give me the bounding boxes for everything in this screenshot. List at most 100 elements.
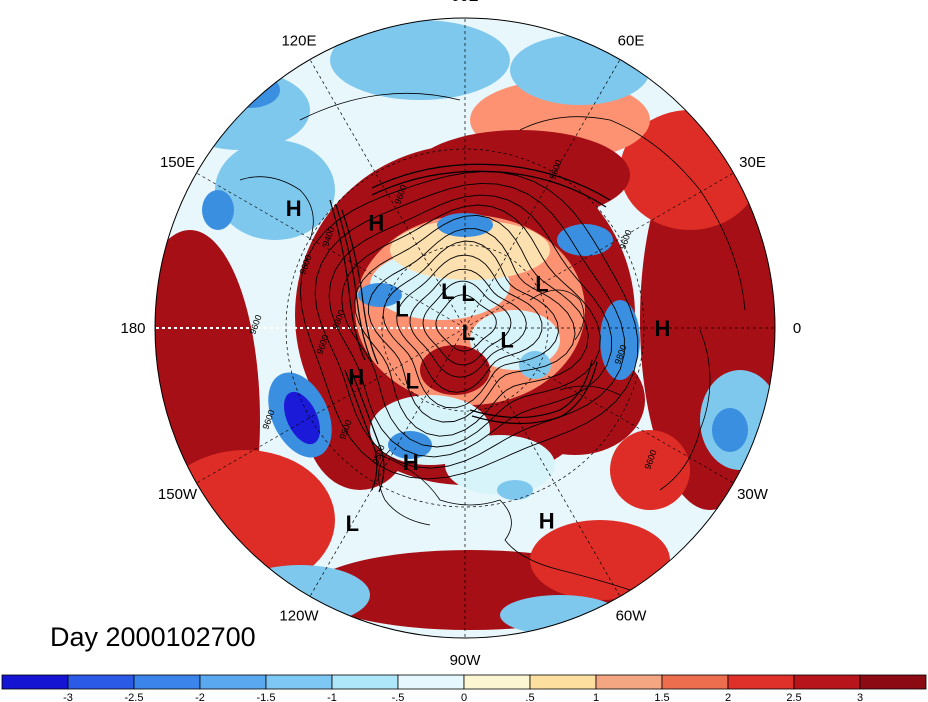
colorbar-tick-label: 1.5 [654, 692, 669, 702]
colorbar-swatch [595, 674, 663, 690]
anomaly-patch [500, 595, 620, 635]
latitude-circle [381, 244, 549, 412]
low-pressure-marker: L [346, 511, 359, 536]
colorbar-swatch [1, 674, 69, 690]
height-contour [382, 240, 559, 409]
colorbar-swatch [67, 674, 135, 690]
colorbar-tick-label: .5 [525, 692, 534, 702]
longitude-label: 150W [158, 486, 198, 503]
colorbar-tick-labels: -3 -2.5 -2 -1.5 -1 -.5 0 .5 1 1.5 2 2.5 3 [63, 692, 863, 702]
coastline-segment [379, 454, 631, 591]
jet-contour [469, 359, 593, 419]
meridian-line [309, 59, 466, 329]
high-pressure-marker: H [403, 450, 419, 475]
coastline-segment [299, 92, 461, 121]
date-label: Day 2000102700 [50, 622, 256, 652]
low-pressure-marker: L [461, 281, 474, 306]
high-pressure-marker: H [539, 509, 555, 534]
meridian-line [464, 327, 621, 597]
high-pressure-marker: H [348, 364, 364, 389]
anomaly-patch [215, 140, 335, 240]
coastline-segment [659, 329, 711, 491]
colorbar-tick-label: -2 [195, 692, 205, 702]
map-disc-outline [154, 17, 776, 639]
meridian-line [464, 59, 621, 329]
high-pressure-marker: H [286, 196, 302, 221]
anomaly-patch [610, 430, 690, 510]
anomaly-patch [445, 435, 555, 495]
longitude-label: 60E [618, 33, 645, 50]
jet-contour [371, 170, 607, 208]
colorbar-tick-label: -2.5 [125, 692, 144, 702]
anomaly-patch [420, 345, 490, 395]
longitude-labels: 90E 60E 30E 0 30W 60W 90W 120W 150W 180 150E 120E [120, 0, 801, 669]
colorbar-swatch [727, 674, 795, 690]
jet-contour [329, 199, 366, 361]
longitude-label: 120E [281, 33, 316, 50]
colorbar-swatch [661, 674, 729, 690]
anomaly-patch [600, 300, 640, 380]
anomaly-patch [330, 20, 510, 100]
anomaly-patch [358, 283, 402, 307]
meridian-line [196, 172, 466, 329]
colorbar-swatch [859, 674, 927, 690]
longitude-label: 0 [793, 320, 801, 337]
anomaly-patch [202, 190, 234, 230]
colorbar-swatch [331, 674, 399, 690]
anomaly-patch [283, 391, 321, 445]
high-pressure-marker: H [655, 316, 671, 341]
longitude-label: 30W [737, 486, 769, 503]
colorbar-tick-label: -.5 [392, 692, 405, 702]
jet-contour [344, 369, 378, 491]
height-contour [328, 194, 613, 458]
anomaly-patch [519, 351, 551, 379]
anomaly-patch [530, 520, 670, 600]
height-contour [422, 280, 512, 366]
high-pressure-marker: H [368, 210, 384, 235]
coastline-segment [519, 116, 746, 311]
jet-contour [371, 163, 611, 201]
colorbar-tick-label: 2 [725, 692, 731, 702]
height-contour [435, 294, 497, 352]
anomaly-patch [170, 70, 310, 150]
low-pressure-marker: L [462, 320, 475, 345]
anomaly-patch [712, 408, 748, 452]
low-pressure-marker: L [500, 327, 513, 352]
meridian-line [309, 327, 466, 597]
jet-contour [471, 361, 598, 425]
longitude-label: 30E [739, 154, 766, 171]
longitude-label: 150E [160, 154, 195, 171]
low-pressure-marker: L [406, 369, 419, 394]
meridian-line [464, 327, 734, 484]
meridian-line [196, 327, 466, 484]
longitude-label: 90W [450, 652, 482, 669]
anomaly-patch [388, 431, 432, 459]
height-contour [314, 182, 625, 469]
colorbar-tick-label: 0 [461, 692, 467, 702]
anomaly-patch [497, 480, 533, 500]
colorbar-swatch [133, 674, 201, 690]
height-contour [341, 204, 601, 448]
colorbar-tick-label: 3 [857, 692, 863, 702]
longitude-label: 180 [120, 320, 145, 337]
colorbar-swatch [793, 674, 861, 690]
colorbar-tick-label: 1 [593, 692, 599, 702]
anomaly-patch [390, 220, 550, 280]
colorbar-swatch [199, 674, 267, 690]
colorbar-tick-label: -1 [327, 692, 337, 702]
low-pressure-marker: L [441, 279, 454, 304]
height-contour [299, 171, 639, 480]
colorbar-tick-label: -3 [63, 692, 73, 702]
jet-contour [335, 204, 373, 363]
anomaly-patch [220, 72, 280, 108]
low-pressure-marker: L [395, 297, 408, 322]
anomaly-patch [155, 230, 260, 610]
colorbar-swatch [265, 674, 333, 690]
jet-contour [351, 371, 385, 493]
height-contour [396, 254, 543, 393]
latitude-circle [285, 148, 645, 508]
colorbar-tick-label: 2.5 [786, 692, 801, 702]
longitude-label: 90E [452, 0, 479, 5]
